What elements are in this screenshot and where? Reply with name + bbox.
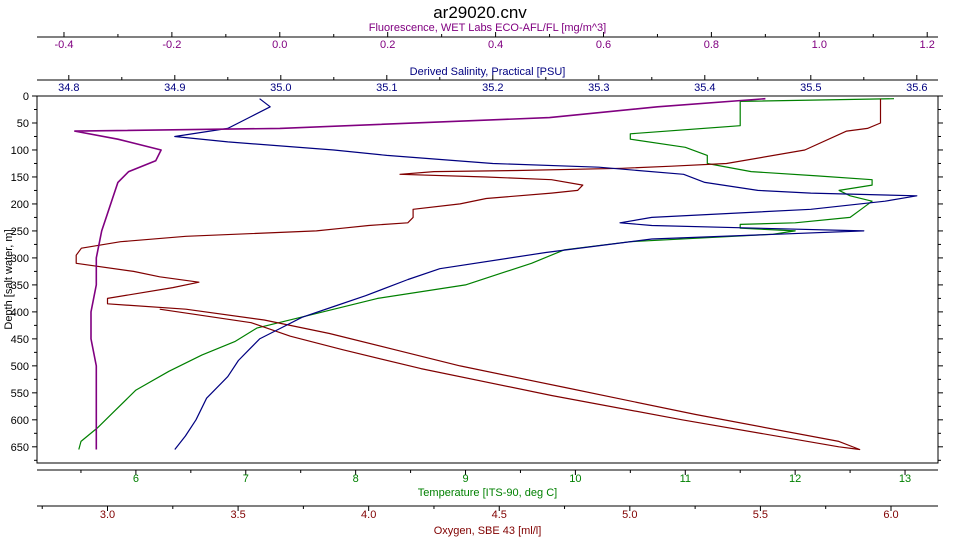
oxygen-tick-label: 3.5 [230, 509, 245, 521]
depth-tick-label: 100 [11, 145, 29, 157]
fluorescence-tick-label: 0.0 [272, 39, 287, 51]
depth-axis: 0 50 100 150 200 250 300 350 400 450 500 550 600 650 D… [3, 91, 943, 461]
fluorescence-tick-label: 0.6 [596, 39, 611, 51]
salinity-tick-label: 35.5 [800, 82, 821, 94]
fluorescence-tick-label: 1.0 [812, 39, 827, 51]
depth-tick-label: 50 [17, 118, 29, 130]
fluorescence-axis: -0.4 -0.2 0.0 0.2 0.4 0.6 0.8 1.0 1.2 Fluorescenc… [37, 22, 938, 51]
depth-tick-label: 250 [11, 226, 29, 238]
chart-title: ar29020.cnv [433, 3, 527, 22]
fluorescence-tick-label: -0.4 [54, 39, 73, 51]
temperature-axis-label: Temperature [ITS-90, deg C] [418, 487, 557, 499]
temperature-tick-label: 12 [789, 473, 801, 485]
temperature-axis: 6 7 8 9 10 11 12 13 Temperature [ITS-90, deg C] [37, 469, 938, 499]
oxygen-axis-label: Oxygen, SBE 43 [ml/l] [434, 525, 542, 537]
fluorescence-tick-label: 1.2 [920, 39, 935, 51]
salinity-axis-label: Derived Salinity, Practical [PSU] [410, 66, 566, 78]
oxygen-tick-label: 4.0 [361, 509, 376, 521]
depth-tick-label: 300 [11, 253, 29, 265]
axes-layer: -0.4 -0.2 0.0 0.2 0.4 0.6 0.8 1.0 1.2 Fluorescenc… [3, 22, 943, 537]
temperature-tick-label: 7 [243, 473, 249, 485]
depth-tick-label: 0 [23, 91, 29, 103]
fluorescence-profile-line [74, 97, 766, 450]
salinity-profile-line [174, 98, 918, 450]
depth-tick-label: 450 [11, 334, 29, 346]
depth-tick-label: 600 [11, 415, 29, 427]
depth-tick-label: 550 [11, 388, 29, 400]
temperature-tick-label: 8 [353, 473, 359, 485]
salinity-tick-label: 35.0 [270, 82, 291, 94]
temperature-tick-label: 10 [569, 473, 581, 485]
oxygen-tick-label: 4.5 [492, 509, 507, 521]
oxygen-axis: 3.0 3.5 4.0 4.5 5.0 5.5 6.0 Oxygen, SBE 43 [ml/… [37, 505, 938, 537]
temperature-profile-line [78, 98, 895, 450]
salinity-tick-label: 35.3 [588, 82, 609, 94]
depth-tick-label: 400 [11, 307, 29, 319]
fluorescence-tick-label: -0.2 [162, 39, 181, 51]
depth-tick-label: 200 [11, 199, 29, 211]
salinity-tick-label: 35.1 [376, 82, 397, 94]
temperature-tick-label: 13 [899, 473, 911, 485]
salinity-tick-label: 35.2 [482, 82, 503, 94]
oxygen-tick-label: 3.0 [100, 509, 115, 521]
oxygen-tick-label: 5.5 [753, 509, 768, 521]
salinity-tick-label: 34.9 [164, 82, 185, 94]
salinity-tick-label: 35.6 [906, 82, 927, 94]
plot-frame [36, 95, 939, 464]
depth-axis-label: Depth [salt water, m] [3, 229, 15, 329]
series-layer [74, 97, 918, 451]
fluorescence-axis-label: Fluorescence, WET Labs ECO-AFL/FL [mg/m^… [369, 22, 606, 34]
temperature-tick-label: 11 [680, 473, 691, 485]
fluorescence-tick-label: 0.2 [380, 39, 395, 51]
oxygen-tick-label: 6.0 [883, 509, 898, 521]
depth-tick-label: 150 [11, 172, 29, 184]
depth-tick-label: 650 [11, 442, 29, 454]
depth-tick-label: 500 [11, 361, 29, 373]
temperature-tick-label: 9 [462, 473, 468, 485]
oxygen-tick-label: 5.0 [622, 509, 637, 521]
depth-tick-label: 350 [11, 280, 29, 292]
oxygen-profile-line [75, 98, 882, 451]
temperature-tick-label: 6 [133, 473, 139, 485]
fluorescence-tick-label: 0.8 [704, 39, 719, 51]
salinity-tick-label: 35.4 [694, 82, 715, 94]
salinity-axis: 34.8 34.9 35.0 35.1 35.2 35.3 35.4 35.5 35.6 Deri… [37, 66, 938, 94]
fluorescence-tick-label: 0.4 [488, 39, 503, 51]
salinity-tick-label: 34.8 [58, 82, 79, 94]
